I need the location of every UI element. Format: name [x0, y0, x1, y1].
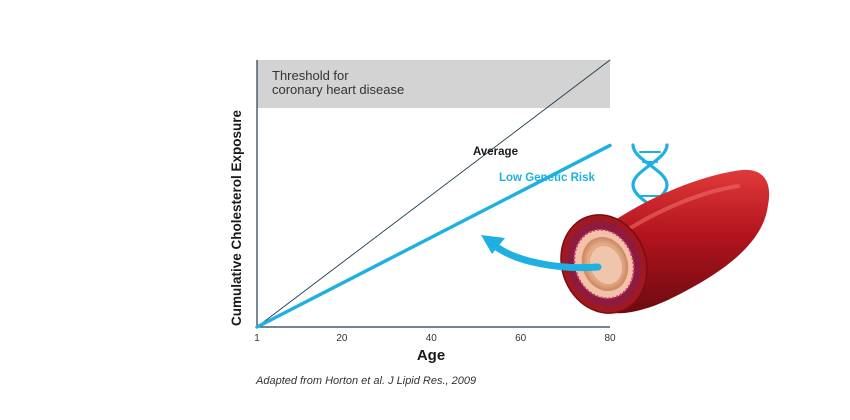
- x-tick-label: 40: [426, 333, 438, 344]
- threshold-band-rect: [257, 60, 610, 109]
- artery-cross-section-icon: [560, 169, 770, 314]
- threshold-label-line2: coronary heart disease: [272, 82, 404, 97]
- x-tick-label: 1: [254, 333, 260, 344]
- source-caption: Adapted from Horton et al. J Lipid Res.,…: [255, 375, 476, 387]
- y-axis-title: Cumulative Cholesterol Exposure: [229, 109, 244, 326]
- x-tick-label: 60: [515, 333, 527, 344]
- x-tick-label: 20: [336, 333, 348, 344]
- threshold-band: Threshold for coronary heart disease: [257, 60, 610, 109]
- series-line-low-genetic-risk: [255, 143, 612, 329]
- curved-arrow-icon: [490, 241, 602, 272]
- series-lines: [255, 59, 612, 329]
- series-label-low-genetic-risk: Low Genetic Risk: [499, 172, 595, 184]
- x-tick-labels: 1 20 40 60 80: [254, 333, 616, 344]
- arrow-head-icon: [481, 235, 505, 254]
- x-axis-title: Age: [417, 347, 445, 364]
- series-line-average: [256, 59, 611, 328]
- series-label-average: Average: [473, 146, 518, 158]
- x-tick-label: 80: [604, 333, 616, 344]
- threshold-label-line1: Threshold for: [272, 68, 349, 83]
